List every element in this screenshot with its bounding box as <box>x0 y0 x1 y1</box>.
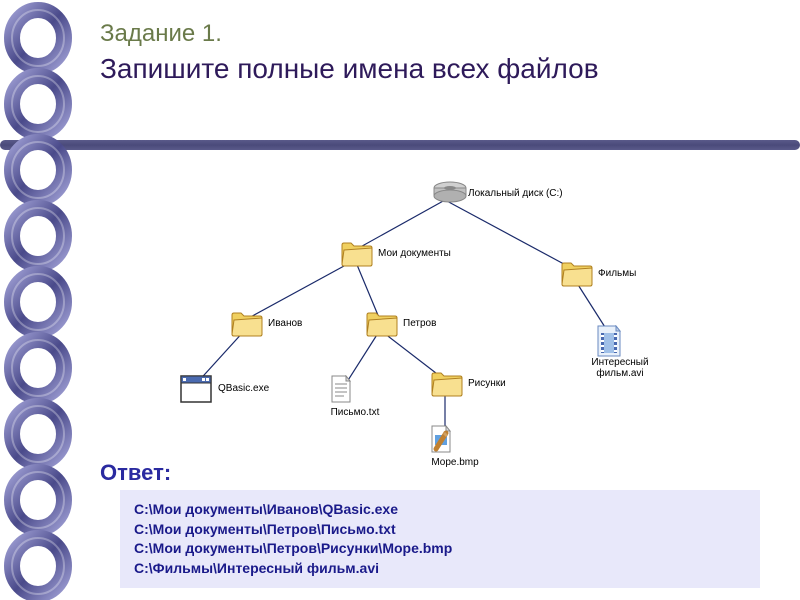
node-label: Иванов <box>268 318 302 329</box>
task-label: Задание 1. <box>100 20 780 48</box>
page-title: Запишите полные имена всех файлов <box>100 52 780 86</box>
answer-line: C:\Мои документы\Иванов\QBasic.exe <box>134 500 746 520</box>
file-tree-diagram: Локальный диск (С:) Мои документы Фильмы… <box>120 170 780 450</box>
answer-label: Ответ: <box>100 460 171 486</box>
header: Задание 1. Запишите полные имена всех фа… <box>100 20 780 86</box>
spiral-binding <box>0 0 80 600</box>
node-label: Фильмы <box>598 268 636 279</box>
tree-node-qbasic: QBasic.exe <box>180 375 212 408</box>
tree-node-petrov: Петров <box>365 310 399 343</box>
node-label: Мои документы <box>378 248 451 259</box>
tree-node-letter: Письмо.txt <box>330 375 352 408</box>
node-label: Море.bmp <box>410 457 500 468</box>
node-label: QBasic.exe <box>218 383 269 394</box>
tree-node-pics: Рисунки <box>430 370 464 403</box>
tree-node-docs: Мои документы <box>340 240 374 273</box>
answer-line: C:\Фильмы\Интересный фильм.avi <box>134 559 746 579</box>
tree-node-movie: Интересный фильм.avi <box>595 325 623 362</box>
node-label: Локальный диск (С:) <box>468 188 563 199</box>
tree-node-ivanov: Иванов <box>230 310 264 343</box>
tree-node-root: Локальный диск (С:) <box>430 180 470 209</box>
answer-line: C:\Мои документы\Петров\Письмо.txt <box>134 520 746 540</box>
tree-node-films: Фильмы <box>560 260 594 293</box>
node-label: Письмо.txt <box>310 407 400 418</box>
node-label: Рисунки <box>468 378 506 389</box>
node-label: Петров <box>403 318 436 329</box>
divider-bar <box>0 140 800 150</box>
answer-line: C:\Мои документы\Петров\Рисунки\Море.bmp <box>134 539 746 559</box>
tree-node-sea: Море.bmp <box>430 425 452 458</box>
node-label: Интересный фильм.avi <box>575 357 665 379</box>
answer-box: C:\Мои документы\Иванов\QBasic.exe C:\Мо… <box>120 490 760 588</box>
